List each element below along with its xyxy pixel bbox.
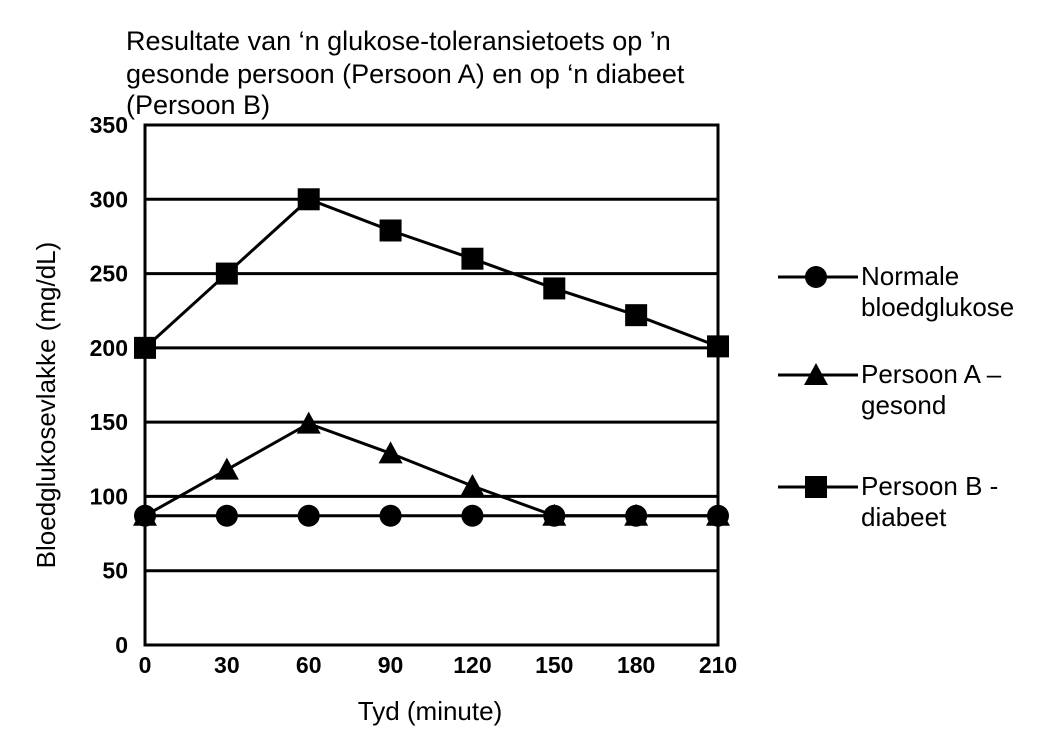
x-tick-label: 90	[378, 652, 404, 678]
x-axis-ticks: 0 30 60 90 120 150 180 210	[139, 652, 738, 678]
y-tick-label: 150	[90, 409, 128, 435]
data-point-triangle	[296, 411, 321, 434]
series-line-square	[143, 197, 719, 349]
data-point-triangle	[542, 503, 567, 526]
x-tick-label: 210	[699, 652, 737, 678]
series-line-triangle	[144, 421, 718, 518]
plot-frame	[143, 123, 720, 647]
data-point-square	[461, 247, 484, 270]
data-point-square	[215, 262, 238, 285]
legend-label: bloedglukose	[861, 292, 1014, 322]
data-point-triangle	[624, 503, 649, 526]
y-tick-label: 350	[90, 112, 128, 138]
legend-label: Persoon B -	[861, 471, 998, 501]
data-point-circle	[297, 504, 320, 527]
x-tick-label: 180	[617, 652, 655, 678]
data-point-triangle	[214, 457, 239, 480]
data-point-circle	[461, 504, 484, 527]
chart-title: Resultate van ‘n glukose-toleransietoets…	[126, 26, 685, 120]
chart-title-line: gesonde persoon (Persoon A) en op ‘n dia…	[126, 59, 685, 89]
y-axis-ticks: 0 50 100 150 200 250 300 350	[90, 112, 128, 658]
legend-label: gesond	[861, 390, 946, 420]
y-axis-label: Bloedglukosevlakke (mg/dL)	[31, 242, 61, 569]
y-tick-label: 0	[115, 632, 128, 658]
legend-marker-square	[805, 476, 827, 498]
data-point-square	[134, 336, 156, 359]
y-tick-label: 50	[102, 558, 128, 584]
x-tick-label: 150	[535, 652, 573, 678]
data-point-triangle	[706, 503, 730, 526]
chart-title-line: (Persoon B)	[126, 90, 270, 120]
x-tick-label: 0	[139, 652, 152, 678]
legend-label: Normale	[861, 261, 959, 291]
data-point-square	[707, 335, 729, 358]
data-point-triangle	[133, 503, 157, 526]
x-axis-label: Tyd (minute)	[358, 696, 503, 726]
legend-label: Persoon A –	[861, 359, 1002, 389]
y-tick-label: 300	[90, 186, 128, 212]
y-tick-label: 100	[90, 483, 128, 509]
x-tick-label: 120	[453, 652, 491, 678]
legend-marker-circle	[805, 266, 827, 288]
data-point-square	[379, 219, 402, 242]
x-tick-label: 30	[214, 652, 240, 678]
series-lines	[133, 188, 730, 527]
legend-label: diabeet	[861, 502, 947, 532]
gridlines	[145, 197, 718, 573]
data-point-circle	[215, 504, 238, 527]
x-tick-label: 60	[296, 652, 322, 678]
data-point-triangle	[378, 441, 403, 464]
y-tick-label: 200	[90, 335, 128, 361]
data-point-square	[543, 277, 566, 300]
data-point-circle	[379, 504, 402, 527]
data-point-square	[625, 304, 648, 327]
data-point-triangle	[460, 474, 485, 497]
legend-marker-triangle	[804, 363, 828, 385]
y-tick-label: 250	[90, 261, 128, 287]
chart-title-line: Resultate van ‘n glukose-toleransietoets…	[126, 26, 671, 56]
data-point-square	[297, 188, 320, 211]
